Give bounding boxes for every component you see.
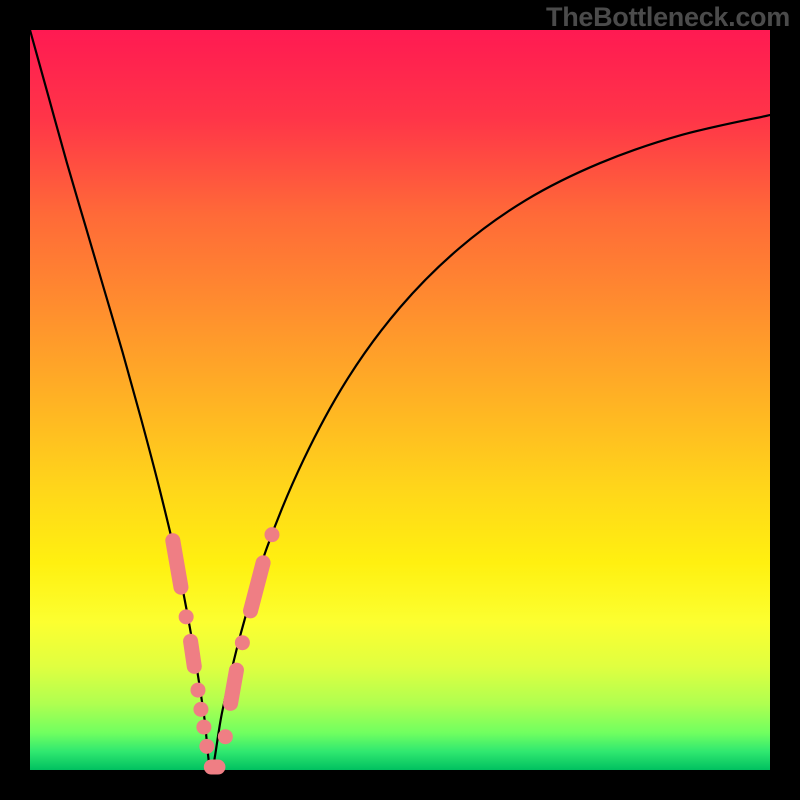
watermark-text: TheBottleneck.com [546,2,790,33]
data-marker [231,670,237,703]
data-marker [173,541,181,588]
data-marker [191,641,195,666]
bottleneck-chart [0,0,800,800]
